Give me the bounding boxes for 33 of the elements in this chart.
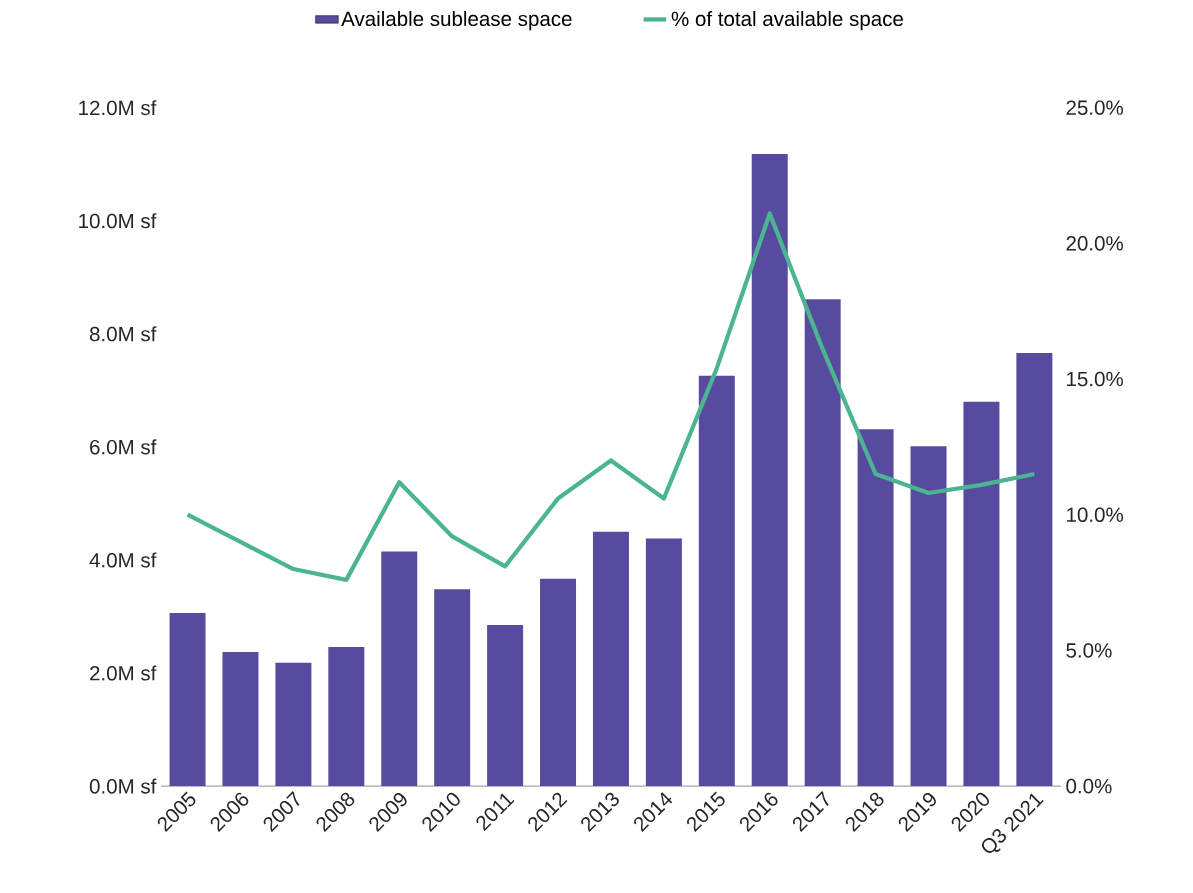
bar <box>434 589 471 786</box>
bar <box>857 429 894 786</box>
legend-label: % of total available space <box>671 10 903 30</box>
y-tick-label: 12.0M sf <box>79 99 157 115</box>
y2-tick-label: 5.0% <box>1066 642 1112 658</box>
bar <box>169 612 206 786</box>
bar <box>1016 352 1053 786</box>
y2-tick-label: 25.0% <box>1066 100 1124 115</box>
y2-tick-label: 0.0% <box>1066 778 1112 794</box>
bar <box>645 538 682 786</box>
bar <box>275 662 312 786</box>
y-tick-label: 6.0M sf <box>90 439 157 455</box>
bar <box>592 531 629 786</box>
y-tick-label: 10.0M sf <box>79 212 157 229</box>
bar <box>540 578 577 786</box>
bar <box>487 624 524 786</box>
bar <box>222 651 259 786</box>
y2-tick-label: 20.0% <box>1066 235 1124 251</box>
bar <box>381 551 418 786</box>
y2-tick-label: 10.0% <box>1067 507 1124 522</box>
y-tick-label: 4.0M sf <box>89 552 157 568</box>
y-tick-label: 2.0M sf <box>90 665 157 681</box>
y-tick-label: 8.0M sf <box>89 326 157 342</box>
bar <box>751 153 788 786</box>
y-tick-label: 0.0M sf <box>89 778 157 794</box>
bar <box>328 646 365 786</box>
legend-label: Available sublease space <box>341 10 572 30</box>
bar <box>963 401 1000 786</box>
y2-tick-label: 15.0% <box>1067 371 1124 387</box>
bar <box>910 446 947 786</box>
bar <box>698 375 735 786</box>
bar <box>804 299 841 786</box>
line-series <box>185 211 1037 582</box>
